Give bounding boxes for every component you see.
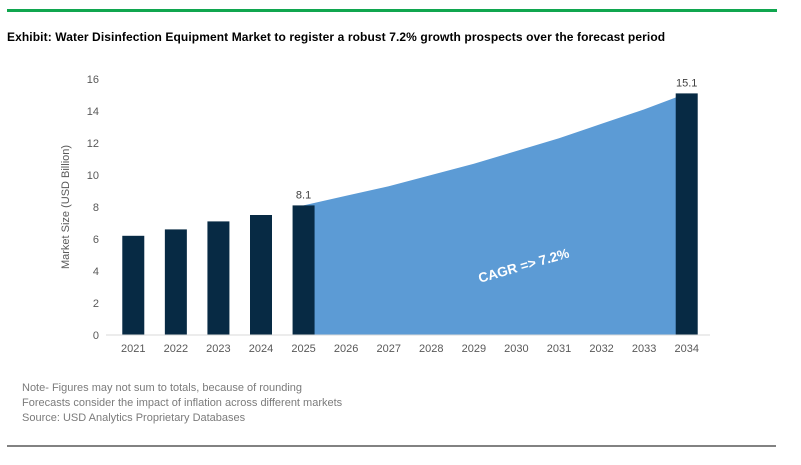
forecast-area (303, 93, 687, 336)
bottom-divider-rule (7, 445, 776, 447)
x-tick-label-2031: 2031 (547, 343, 571, 355)
top-accent-rule (7, 9, 777, 12)
y-tick-label-14: 14 (87, 106, 99, 118)
y-tick-label-12: 12 (87, 138, 99, 150)
x-tick-label-2029: 2029 (462, 343, 486, 355)
bar-2025 (292, 205, 315, 335)
bar-2024 (250, 215, 272, 335)
x-tick-label-2032: 2032 (589, 343, 613, 355)
x-tick-label-2021: 2021 (121, 343, 145, 355)
y-tick-label-0: 0 (93, 330, 99, 342)
x-tick-label-2026: 2026 (334, 343, 358, 355)
x-tick-label-2033: 2033 (632, 343, 656, 355)
exhibit-title: Exhibit: Water Disinfection Equipment Ma… (7, 30, 666, 44)
y-tick-label-4: 4 (93, 266, 99, 278)
y-tick-label-2: 2 (93, 298, 99, 310)
footnote-rounding: Note- Figures may not sum to totals, bec… (22, 382, 303, 394)
y-axis-title: Market Size (USD Billion) (60, 145, 72, 269)
bar-2022 (164, 229, 187, 335)
x-tick-label-2028: 2028 (419, 343, 443, 355)
bar-2023 (207, 221, 230, 335)
x-tick-label-2030: 2030 (504, 343, 528, 355)
x-tick-label-2027: 2027 (376, 343, 400, 355)
data-label-2025: 8.1 (296, 189, 311, 201)
footnote-source: Source: USD Analytics Proprietary Databa… (22, 412, 246, 424)
y-tick-label-6: 6 (93, 234, 99, 246)
y-tick-label-8: 8 (93, 202, 99, 214)
x-tick-label-2025: 2025 (291, 343, 315, 355)
footnote-inflation: Forecasts consider the impact of inflati… (22, 397, 343, 409)
data-label-2034: 15.1 (676, 77, 697, 89)
footnotes: Note- Figures may not sum to totals, bec… (22, 381, 342, 426)
x-tick-label-2024: 2024 (249, 343, 273, 355)
bar-2034 (675, 93, 698, 336)
bar-2021 (122, 235, 145, 335)
y-tick-label-16: 16 (87, 74, 99, 86)
x-tick-label-2023: 2023 (206, 343, 230, 355)
x-tick-label-2022: 2022 (164, 343, 188, 355)
x-tick-label-2034: 2034 (674, 343, 698, 355)
y-tick-label-10: 10 (87, 170, 99, 182)
